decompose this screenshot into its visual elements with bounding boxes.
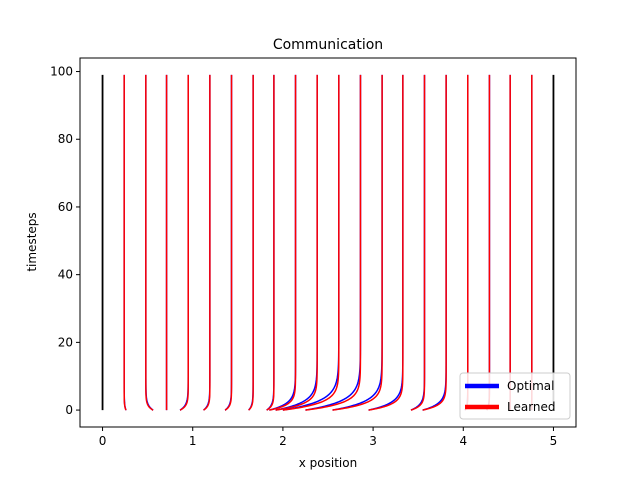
learned-trajectory-8 (269, 74, 297, 411)
y-tick-label-2: 40 (58, 268, 73, 282)
y-tick-label-4: 80 (58, 132, 73, 146)
legend-label-optimal: Optimal (507, 379, 554, 393)
learned-trajectory-10 (282, 74, 340, 411)
x-tick-label-1: 1 (189, 434, 197, 448)
learned-trajectory-12 (332, 74, 383, 411)
x-tick-label-2: 2 (279, 434, 287, 448)
y-axis-label: timesteps (25, 212, 39, 271)
y-tick-label-0: 0 (65, 403, 73, 417)
learned-trajectory-5 (224, 74, 233, 411)
x-axis-label: x position (299, 456, 357, 470)
legend: Optimal Learned (459, 372, 571, 420)
y-tick-label-3: 60 (58, 200, 73, 214)
y-tick-label-1: 20 (58, 335, 73, 349)
y-axis-ticks: 0 20 40 60 80 100 (50, 65, 80, 417)
learned-trajectory-14 (410, 74, 426, 411)
learned-trajectory-9 (275, 74, 318, 411)
plot-lines (101, 74, 555, 411)
learned-trajectory-15 (422, 74, 447, 411)
x-tick-label-4: 4 (459, 434, 467, 448)
learned-trajectory-3 (179, 74, 189, 411)
learned-trajectory-7 (266, 74, 275, 411)
learned-trajectory-0 (123, 74, 127, 411)
learned-trajectory-4 (203, 74, 211, 411)
x-tick-label-3: 3 (369, 434, 377, 448)
plot-frame (79, 57, 577, 428)
x-tick-label-0: 0 (99, 434, 107, 448)
x-axis-ticks: 0 1 2 3 4 5 (99, 427, 558, 448)
legend-label-learned: Learned (507, 400, 556, 414)
learned-trajectory-13 (368, 74, 404, 411)
learned-trajectory-11 (305, 74, 362, 411)
learned-trajectory-1 (145, 74, 154, 411)
y-tick-label-5: 100 (50, 65, 73, 79)
x-tick-label-5: 5 (550, 434, 558, 448)
chart-title: Communication (273, 37, 383, 53)
learned-trajectory-6 (248, 74, 254, 411)
